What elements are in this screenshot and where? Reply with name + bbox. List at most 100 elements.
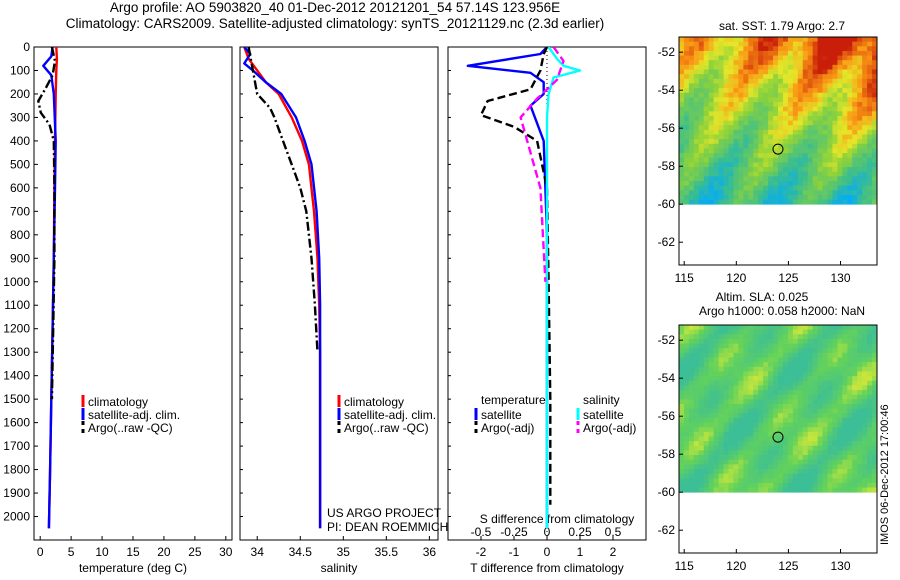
map-cell [842, 334, 848, 340]
map-cell [708, 139, 715, 145]
map-cell [768, 64, 774, 70]
map-cell [817, 92, 823, 98]
map-cell [768, 148, 774, 154]
map-cell [688, 403, 695, 409]
map-cell [827, 348, 833, 354]
map-cell [832, 338, 838, 344]
map-cell [733, 357, 739, 363]
map-cell [872, 348, 878, 354]
map-cell [698, 459, 705, 465]
map-cell [698, 50, 705, 56]
map-cell [683, 102, 690, 108]
map-cell [857, 88, 863, 94]
map-cell [867, 69, 873, 75]
map-cell [753, 403, 759, 409]
map-cell [713, 362, 719, 368]
map-cell [698, 120, 705, 126]
map-cell [842, 106, 848, 112]
map-cell [703, 403, 710, 409]
map-cell [872, 50, 878, 56]
map-cell [802, 390, 809, 396]
map-cell [683, 64, 690, 70]
map-cell [862, 371, 868, 377]
map-cell [698, 37, 705, 43]
map-cell [773, 362, 779, 368]
map-cell [832, 380, 838, 386]
map-cell [778, 436, 784, 442]
map-cell [698, 325, 705, 331]
map-cell [872, 92, 878, 98]
map-cell [778, 88, 784, 94]
map-cell [708, 190, 715, 196]
map-cell [773, 403, 779, 409]
map-cell [748, 459, 754, 465]
map-cell [693, 343, 700, 349]
map-cell [817, 134, 823, 140]
credit-line-1: US ARGO PROJECT [327, 506, 442, 520]
map-cell [679, 46, 685, 52]
map-cell [733, 97, 739, 103]
map-cell [817, 129, 823, 135]
map-cell [867, 162, 873, 168]
map-cell [857, 194, 863, 200]
panel-3-t-tick-label: 0 [544, 545, 551, 559]
map-cell [782, 422, 789, 428]
map-cell [738, 343, 744, 349]
map-cell [802, 185, 809, 191]
map-cell [782, 60, 789, 66]
map-cell [708, 120, 715, 126]
map-cell [683, 106, 690, 112]
map-cell [723, 41, 729, 47]
map-cell [728, 69, 734, 75]
map-cell [827, 106, 833, 112]
map-cell [822, 348, 828, 354]
map-cell [807, 450, 814, 456]
map-cell [847, 413, 853, 419]
map-cell [872, 97, 878, 103]
map-cell [758, 478, 764, 484]
map-cell [763, 64, 769, 70]
map-cell [693, 111, 700, 117]
map-cell [852, 399, 858, 405]
map-cell [867, 343, 873, 349]
map-cell [728, 459, 734, 465]
map-cell [773, 199, 779, 205]
map-cell [822, 431, 828, 437]
map-cell [743, 343, 749, 349]
map-cell [723, 366, 729, 372]
map-cell [679, 143, 685, 149]
map-cell [832, 366, 838, 372]
map-cell [763, 334, 769, 340]
map-cell [768, 385, 774, 391]
map-cell [787, 450, 794, 456]
map-cell [698, 111, 705, 117]
map-cell [708, 436, 715, 442]
map-cell [763, 459, 769, 465]
map-cell [773, 167, 779, 173]
map-cell [862, 111, 868, 117]
map-cell [852, 408, 858, 414]
map-cell [763, 445, 769, 451]
map-cell [773, 194, 779, 200]
map-cell [787, 422, 794, 428]
map-cell [733, 153, 739, 159]
map-cell [837, 194, 843, 200]
map-cell [842, 427, 848, 433]
map-cell [782, 455, 789, 461]
map-cell [683, 41, 690, 47]
map-cell [792, 162, 799, 168]
map-cell [679, 385, 685, 391]
map-cell [787, 455, 794, 461]
map-cell [802, 487, 809, 493]
map-cell [708, 455, 715, 461]
map-cell [693, 380, 700, 386]
map-cell [703, 176, 710, 182]
map-cell [688, 125, 695, 131]
map-cell [822, 83, 828, 89]
map-cell [872, 468, 878, 475]
map-cell [778, 46, 784, 52]
map-cell [679, 348, 685, 354]
map-cell [748, 115, 754, 121]
map-cell [688, 46, 695, 52]
map-cell [758, 431, 764, 437]
